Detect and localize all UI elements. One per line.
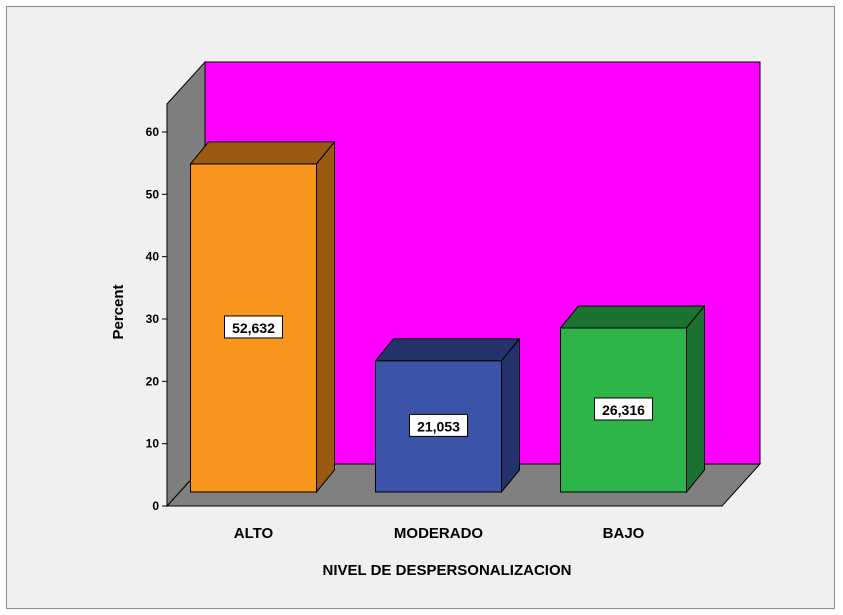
bar-front xyxy=(560,327,687,493)
x-category-label: BAJO xyxy=(603,525,645,542)
bar-side xyxy=(501,337,520,494)
y-tick-label: 20 xyxy=(146,374,160,388)
bar-alto: 52,632 xyxy=(189,140,336,494)
x-axis-title: NIVEL DE DESPERSONALIZACION xyxy=(323,562,572,579)
y-tick-label: 60 xyxy=(146,125,160,139)
y-tick-label: 40 xyxy=(146,250,160,264)
y-axis xyxy=(162,104,168,507)
bar-top xyxy=(559,305,706,329)
y-tick-label: 50 xyxy=(146,187,160,201)
bar-top xyxy=(374,338,521,362)
y-tick-labels: 0 10 20 30 40 50 60 xyxy=(146,125,160,513)
data-label: 21,053 xyxy=(417,418,460,434)
y-tick-label: 10 xyxy=(146,437,160,451)
bars-group: 52,632 21,053 26,316 xyxy=(189,140,706,494)
y-axis-title: Percent xyxy=(110,284,127,339)
bar-side xyxy=(316,140,335,494)
x-category-labels: ALTO MODERADO BAJO xyxy=(234,525,645,542)
data-label-box xyxy=(409,413,468,437)
data-label: 26,316 xyxy=(602,402,645,418)
bar-side xyxy=(686,304,705,494)
bar-moderado: 21,053 xyxy=(374,337,521,494)
y-tick-label: 0 xyxy=(152,499,159,513)
data-label-box xyxy=(594,397,653,421)
x-category-label: MODERADO xyxy=(394,525,483,542)
y-tick-label: 30 xyxy=(146,312,160,326)
x-category-label: ALTO xyxy=(234,525,274,542)
bar-bajo: 26,316 xyxy=(559,304,706,494)
data-label-box xyxy=(224,315,283,339)
bar-top xyxy=(189,141,336,165)
data-label: 52,632 xyxy=(232,320,275,336)
